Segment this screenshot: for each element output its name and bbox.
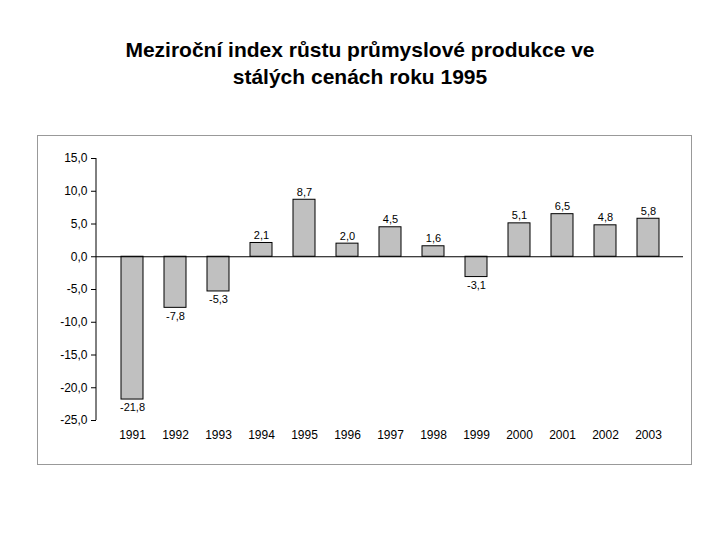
svg-text:2,1: 2,1 [254,229,269,241]
svg-text:1996: 1996 [334,428,361,442]
svg-text:-21,8: -21,8 [120,401,145,413]
svg-text:2002: 2002 [592,428,619,442]
svg-text:1992: 1992 [162,428,189,442]
svg-text:-7,8: -7,8 [166,310,185,322]
svg-text:2,0: 2,0 [340,230,355,242]
svg-text:2000: 2000 [506,428,533,442]
svg-text:-5,3: -5,3 [209,293,228,305]
svg-text:4,8: 4,8 [598,211,613,223]
svg-text:1994: 1994 [248,428,275,442]
svg-text:1991: 1991 [119,428,146,442]
svg-text:1995: 1995 [291,428,318,442]
svg-text:1999: 1999 [463,428,490,442]
svg-text:8,7: 8,7 [297,186,312,198]
svg-text:-20,0: -20,0 [60,381,88,395]
svg-text:1997: 1997 [377,428,404,442]
svg-text:15,0: 15,0 [64,151,88,165]
svg-text:2003: 2003 [635,428,662,442]
svg-text:-10,0: -10,0 [60,315,88,329]
svg-text:-5,0: -5,0 [67,282,88,296]
svg-text:10,0: 10,0 [64,184,88,198]
svg-text:5,8: 5,8 [641,205,656,217]
html-text:Meziroční index růstu průmyslo: Meziroční index růstu průmyslové produkc… [125,38,595,88]
svg-text:1998: 1998 [420,428,447,442]
svg-text:0,0: 0,0 [71,250,88,264]
svg-text:1,6: 1,6 [426,232,441,244]
svg-text:5,1: 5,1 [512,209,527,221]
svg-text:5,0: 5,0 [71,217,88,231]
svg-text:-15,0: -15,0 [60,348,88,362]
svg-text:6,5: 6,5 [555,200,570,212]
svg-text:-3,1: -3,1 [467,279,486,291]
svg-text:4,5: 4,5 [383,213,398,225]
svg-text:2001: 2001 [549,428,576,442]
svg-text:1993: 1993 [205,428,232,442]
svg-text:-25,0: -25,0 [60,413,88,427]
